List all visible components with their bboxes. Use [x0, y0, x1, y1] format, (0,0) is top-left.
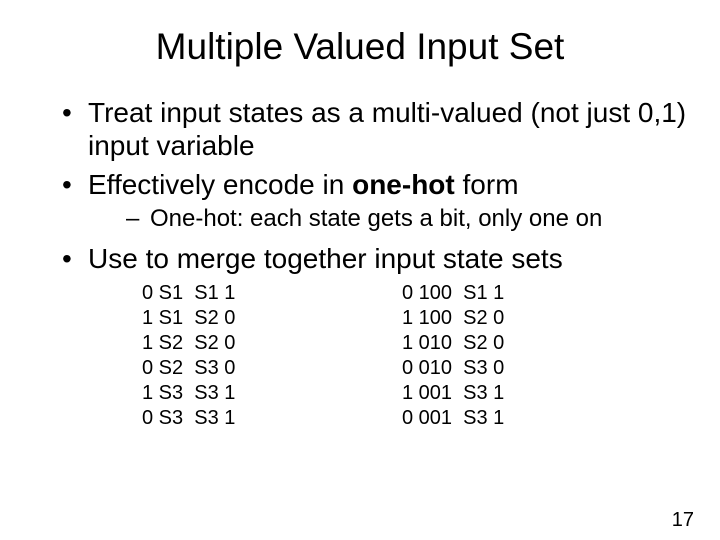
slide: Multiple Valued Input Set Treat input st… [0, 26, 720, 540]
bullet-2-post: form [455, 169, 519, 200]
bullet-2-bold: one-hot [352, 169, 455, 200]
state-table-right: 0 100 S1 1 1 100 S2 0 1 010 S2 0 0 010 S… [402, 281, 504, 431]
bullet-2-sub: One-hot: each state gets a bit, only one… [126, 205, 690, 234]
bullet-1: Treat input states as a multi-valued (no… [58, 96, 690, 162]
bullet-2: Effectively encode in one-hot form One-h… [58, 168, 690, 234]
state-table-left: 0 S1 S1 1 1 S1 S2 0 1 S2 S2 0 0 S2 S3 0 … [142, 281, 352, 431]
bullet-1-text: Treat input states as a multi-valued (no… [88, 97, 686, 161]
page-number: 17 [672, 509, 694, 532]
bullet-2-sub-text: One-hot: each state gets a bit, only one… [150, 205, 602, 232]
slide-title: Multiple Valued Input Set [0, 26, 720, 68]
tables-row: 0 S1 S1 1 1 S1 S2 0 1 S2 S2 0 0 S2 S3 0 … [0, 281, 720, 431]
bullet-2-pre: Effectively encode in [88, 169, 352, 200]
bullet-3-text: Use to merge together input state sets [88, 243, 563, 274]
bullet-block: Treat input states as a multi-valued (no… [58, 96, 690, 275]
bullet-3: Use to merge together input state sets [58, 242, 690, 275]
